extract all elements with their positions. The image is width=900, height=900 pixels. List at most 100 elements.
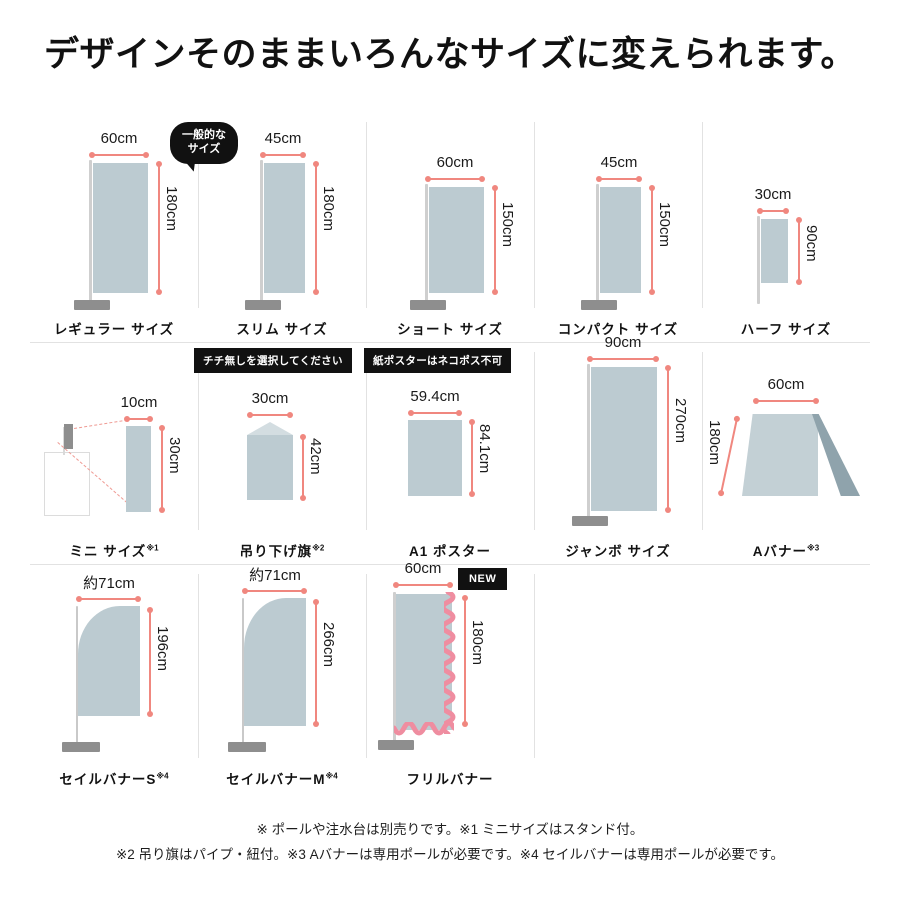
item-label: ミニ サイズ※1 bbox=[69, 540, 158, 564]
item-label: 吊り下げ旗※2 bbox=[240, 540, 325, 564]
mini-banner-cloth bbox=[64, 424, 73, 449]
item-label-text: 吊り下げ旗 bbox=[239, 544, 313, 559]
item-label-text: セイルバナーM bbox=[226, 772, 326, 787]
width-dimension-line bbox=[393, 582, 453, 588]
item-label-sup: ※3 bbox=[807, 543, 820, 553]
item-label-text: A1 ポスター bbox=[408, 544, 491, 559]
sail-banner-m-illustration: 約71cm 266cm bbox=[198, 564, 366, 768]
item-label: セイルバナーS※4 bbox=[59, 768, 168, 792]
height-label: 180cm bbox=[320, 186, 337, 232]
item-label: ジャンボ サイズ bbox=[565, 540, 670, 564]
size-item-hanging-flag[interactable]: チチ無しを選択してください 30cm 42cm 吊り下げ旗※2 bbox=[194, 342, 366, 564]
row1-separator-1 bbox=[198, 122, 199, 308]
size-item-compact[interactable]: 45cm 150cm コンパクト サイズ bbox=[534, 112, 702, 342]
height-label: 266cm bbox=[320, 622, 337, 668]
item-label-text: スリム サイズ bbox=[236, 322, 328, 337]
a1-poster-illustration: 59.4cm 84.1cm bbox=[366, 342, 534, 540]
size-item-mini[interactable]: 10cm 30cm ミニ サイズ※1 bbox=[30, 342, 198, 564]
pole bbox=[76, 606, 78, 746]
height-label: 42cm bbox=[307, 438, 324, 475]
item-label-text: Aバナー bbox=[752, 544, 807, 559]
row2-separator-1 bbox=[198, 352, 199, 530]
sail-banner-s-illustration: 約71cm 196cm bbox=[30, 564, 198, 768]
height-label: 90cm bbox=[803, 225, 820, 262]
banner-cloth bbox=[396, 594, 452, 730]
base-plate bbox=[410, 300, 446, 310]
short-illustration: 60cm 150cm bbox=[366, 112, 534, 318]
height-dimension-line bbox=[313, 161, 319, 295]
row3-separator-2 bbox=[366, 574, 367, 758]
height-dimension-line bbox=[796, 217, 802, 285]
width-dimension-line bbox=[76, 596, 141, 602]
item-label: コンパクト サイズ bbox=[558, 318, 678, 342]
pole bbox=[242, 598, 244, 746]
width-dimension-line bbox=[753, 398, 819, 404]
size-grid: 60cm 180cm 一般的な サイズ レギュラー サイズ 4 bbox=[30, 112, 870, 792]
height-dimension-line bbox=[159, 425, 165, 513]
item-label: セイルバナーM※4 bbox=[226, 768, 337, 792]
general-size-badge: 一般的な サイズ bbox=[170, 122, 238, 164]
width-dimension-line bbox=[260, 152, 306, 158]
size-row-1: 60cm 180cm 一般的な サイズ レギュラー サイズ 4 bbox=[30, 112, 870, 342]
hanging-flag-illustration: 30cm 42cm bbox=[198, 342, 366, 540]
a-banner-illustration: 60cm 180cm bbox=[702, 342, 870, 540]
width-label: 10cm bbox=[120, 394, 158, 411]
row1-separator-3 bbox=[534, 122, 535, 308]
compact-illustration: 45cm 150cm bbox=[534, 112, 702, 318]
item-label-text: ショート サイズ bbox=[397, 322, 503, 337]
size-row-2: 10cm 30cm ミニ サイズ※1 チチ無しを選択してください 30cm 42… bbox=[30, 334, 870, 564]
empty-cell-2 bbox=[702, 564, 870, 792]
row1-separator-2 bbox=[366, 122, 367, 308]
height-label: 150cm bbox=[656, 202, 673, 248]
item-label-text: ハーフ サイズ bbox=[740, 322, 832, 337]
item-label-sup: ※2 bbox=[312, 543, 325, 553]
width-label: 45cm bbox=[600, 154, 638, 171]
base-plate bbox=[378, 740, 414, 750]
frill-bottom-edge-icon bbox=[394, 722, 454, 736]
height-dimension-line bbox=[469, 419, 475, 497]
size-row-3: 約71cm 196cm セイルバナーS※4 約71cm 266cm セイルバナ bbox=[30, 560, 870, 792]
banner-cloth bbox=[590, 366, 658, 512]
item-label-sup: ※4 bbox=[156, 771, 169, 781]
banner-cloth bbox=[92, 162, 149, 294]
size-item-regular[interactable]: 60cm 180cm 一般的な サイズ レギュラー サイズ bbox=[30, 112, 238, 342]
slim-illustration: 45cm 180cm bbox=[198, 112, 366, 318]
item-label: フリルバナー bbox=[407, 768, 494, 792]
size-item-a-banner[interactable]: 60cm 180cm Aバナー※3 bbox=[702, 342, 870, 564]
size-item-sail-banner-s[interactable]: 約71cm 196cm セイルバナーS※4 bbox=[30, 564, 198, 792]
item-label: Aバナー※3 bbox=[753, 540, 819, 564]
half-illustration: 30cm 90cm bbox=[702, 112, 870, 318]
base-plate bbox=[74, 300, 110, 310]
width-dimension-line bbox=[124, 416, 153, 422]
zoom-line-top bbox=[74, 419, 128, 429]
size-item-jumbo[interactable]: 90cm 270cm ジャンボ サイズ bbox=[534, 334, 702, 564]
size-item-short[interactable]: 60cm 150cm ショート サイズ bbox=[366, 112, 534, 342]
footnote-line-2: ※2 吊り旗はパイプ・紐付。※3 Aバナーは専用ポールが必要です。※4 セイルバ… bbox=[115, 846, 784, 862]
row-separator-2 bbox=[30, 564, 870, 565]
footnote-line-1: ※ ポールや注水台は別売りです。※1 ミニサイズはスタンド付。 bbox=[256, 822, 644, 837]
width-label: 約71cm bbox=[249, 567, 301, 584]
size-item-sail-banner-m[interactable]: 約71cm 266cm セイルバナーM※4 bbox=[198, 564, 366, 792]
height-label: 196cm bbox=[154, 626, 171, 672]
base-plate bbox=[62, 742, 100, 752]
banner-cloth bbox=[244, 598, 306, 726]
size-item-frill-banner[interactable]: NEW 60cm 180cm フリルバナー bbox=[366, 560, 534, 792]
banner-cloth bbox=[263, 162, 306, 294]
item-label-text: フリルバナー bbox=[406, 772, 494, 787]
width-dimension-line bbox=[242, 588, 307, 594]
width-label: 60cm bbox=[100, 130, 138, 147]
pole bbox=[757, 216, 760, 304]
width-dimension-line bbox=[596, 176, 642, 182]
no-chichi-badge: チチ無しを選択してください bbox=[194, 348, 352, 373]
height-label: 84.1cm bbox=[476, 424, 493, 474]
a-banner-front-panel bbox=[742, 414, 818, 496]
banner-cloth bbox=[247, 435, 293, 500]
base-plate bbox=[228, 742, 266, 752]
size-item-half[interactable]: 30cm 90cm ハーフ サイズ bbox=[702, 112, 870, 342]
size-item-slim[interactable]: 45cm 180cm スリム サイズ bbox=[198, 112, 366, 342]
size-item-a1-poster[interactable]: 紙ポスターはネコポス不可 59.4cm 84.1cm A1 ポスター bbox=[364, 342, 534, 564]
height-dimension-line bbox=[313, 599, 319, 727]
item-label-text: コンパクト サイズ bbox=[557, 322, 679, 337]
height-label: 30cm bbox=[166, 437, 183, 474]
